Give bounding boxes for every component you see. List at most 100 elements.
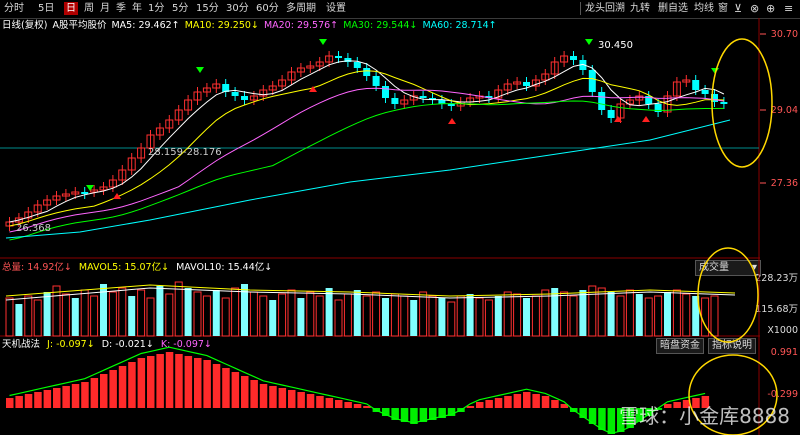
red-up-arrow-icon — [642, 116, 650, 122]
candle-body-up — [193, 91, 202, 101]
indicator-bar-positive — [541, 396, 550, 408]
volume-bar-down — [212, 290, 220, 336]
candle-body-down — [645, 96, 653, 104]
indicator-bar-positive — [6, 398, 14, 408]
red-up-arrow-icon — [614, 116, 622, 122]
volume-bar-up — [372, 291, 381, 337]
tab-day[interactable]: 日 — [64, 2, 78, 15]
indicator-bar-negative — [429, 408, 437, 420]
candle-body-down — [607, 110, 615, 118]
volume-bar-down — [523, 298, 530, 336]
tab-5min[interactable]: 5分 — [172, 3, 189, 14]
volume-bar-down — [269, 300, 277, 336]
indicator-bar-negative — [419, 408, 428, 422]
candle-body-down — [579, 60, 587, 70]
indicator-bar-positive — [128, 362, 136, 408]
indicator-bar-positive — [344, 402, 352, 408]
tab-1min[interactable]: 1分 — [148, 3, 165, 14]
pin-icon[interactable]: ⊻ — [734, 2, 743, 15]
candle-body-up — [24, 211, 33, 219]
window-button[interactable]: 窗 — [718, 3, 728, 14]
indicator-selector[interactable]: 成交量 ▾ — [695, 260, 761, 276]
hline-range-label: 28.159-28.176 — [148, 147, 222, 158]
ma60-line — [5, 119, 731, 239]
volume-bar-up — [447, 301, 456, 337]
candle-body-down — [438, 100, 446, 104]
indicator-bar-positive — [34, 392, 42, 408]
candle-body-down — [231, 92, 239, 96]
volume-bar-up — [249, 291, 258, 337]
volume-bar-up — [484, 299, 493, 337]
chart-title: 日线(复权) — [2, 20, 48, 31]
tab-5day[interactable]: 5日 — [38, 3, 55, 14]
red-up-arrow-icon — [113, 193, 121, 199]
candle-body-up — [616, 103, 625, 119]
candle-body-up — [550, 61, 559, 75]
volume-bar-down — [607, 292, 615, 336]
tab-timeshare[interactable]: 分时 — [4, 3, 24, 14]
volume-bar-up — [616, 295, 625, 337]
close-circle-icon[interactable]: ⊗ — [750, 2, 760, 15]
volume-bar-up — [24, 295, 33, 337]
dark-pool-funds-button[interactable]: 暗盘资金 — [656, 338, 704, 354]
volume-bar-up — [672, 289, 681, 337]
volume-bar-down — [466, 294, 474, 336]
settings-menu-icon[interactable]: ≡ — [784, 2, 794, 15]
volume-bar-up — [503, 291, 512, 337]
volume-bar-up — [80, 289, 89, 337]
tab-week[interactable]: 周 — [84, 3, 94, 14]
indicator-bar-negative — [447, 408, 456, 416]
indicator-bar-positive — [485, 400, 493, 408]
add-circle-icon[interactable]: ⊕ — [766, 2, 776, 15]
indicator-bar-positive — [306, 394, 315, 408]
volume-bar-down — [100, 284, 107, 336]
indicator-line — [9, 346, 706, 434]
indicator-d-label: D: -0.021↓ — [101, 339, 154, 350]
volume-bar-down — [579, 290, 587, 336]
tab-year[interactable]: 年 — [132, 3, 142, 14]
indicator-help-button[interactable]: 指标说明 — [708, 338, 756, 354]
candle-body-down — [447, 104, 455, 106]
ma10-label: MA10: 29.250↓ — [184, 20, 259, 31]
tab-30min[interactable]: 30分 — [226, 3, 249, 14]
candle-body-down — [335, 56, 342, 58]
indicator-bar-negative — [579, 408, 587, 418]
nine-turn-button[interactable]: 九转 — [630, 3, 650, 14]
volume-bar-up — [5, 297, 14, 337]
volume-legend: 总量: 14.92亿↓ MAVOL5: 15.07亿↓ MAVOL10: 15.… — [2, 262, 272, 274]
candle-body-down — [523, 82, 530, 86]
tab-settings[interactable]: 设置 — [326, 3, 346, 14]
tab-multi-period[interactable]: 多周期 — [286, 3, 316, 14]
candle-body-up — [682, 79, 691, 83]
indicator-bar-negative — [457, 408, 465, 412]
tab-month[interactable]: 月 — [100, 3, 110, 14]
volume-bar-up — [146, 297, 155, 337]
volume-bar-up — [174, 281, 183, 337]
tab-15min[interactable]: 15分 — [196, 3, 219, 14]
indicator-bar-positive — [90, 378, 99, 408]
indicator-bar-positive — [353, 404, 362, 408]
tab-quarter[interactable]: 季 — [116, 3, 126, 14]
candle-body-up — [466, 97, 475, 103]
volume-bar-up — [419, 291, 428, 337]
indicator-bar-positive — [325, 398, 334, 408]
candle-body-up — [296, 67, 305, 73]
tab-60min[interactable]: 60分 — [256, 3, 279, 14]
indicator-bar-positive — [24, 394, 33, 408]
remove-watchlist-button[interactable]: 删自选 — [658, 3, 688, 14]
volume-bar-up — [278, 293, 287, 337]
volume-bar-up — [701, 297, 710, 337]
candle-body-down — [241, 96, 248, 100]
candle-body-up — [513, 81, 522, 85]
ma-toggle-button[interactable]: 均线 — [694, 3, 714, 14]
mavol10-label: MAVOL10: 15.44亿↓ — [176, 262, 273, 273]
volume-bar-up — [52, 285, 61, 337]
indicator-bar-positive — [532, 394, 540, 408]
dragon-backtrack-button[interactable]: 龙头回溯 — [585, 3, 625, 14]
green-down-arrow-icon — [711, 68, 719, 74]
volume-bar-up — [569, 295, 578, 337]
volume-bar-up — [221, 297, 230, 337]
volume-bar-up — [428, 295, 437, 337]
indicator-bar-negative — [438, 408, 446, 418]
